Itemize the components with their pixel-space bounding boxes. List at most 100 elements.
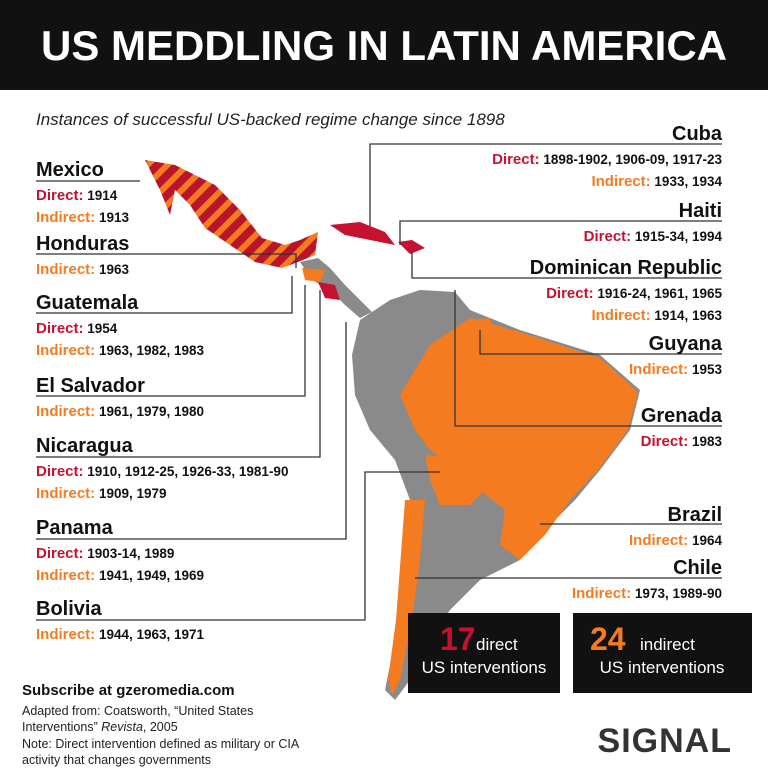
indirect-label: Indirect: (36, 567, 95, 584)
country-name: Haiti (679, 200, 722, 222)
indirect-years: 1961, 1979, 1980 (99, 404, 204, 419)
country-name: Dominican Republic (530, 257, 722, 279)
indirect-line: Indirect: 1933, 1934 (591, 173, 722, 190)
indirect-years: 1933, 1934 (654, 174, 722, 189)
direct-kind: direct (476, 635, 518, 654)
direct-label: Direct: (641, 433, 689, 450)
indirect-years: 1914, 1963 (654, 308, 722, 323)
subscribe: Subscribe at gzeromedia.com (22, 682, 235, 699)
direct-years: 1898-1902, 1906-09, 1917-23 (543, 152, 722, 167)
indirect-label: Indirect: (629, 532, 688, 549)
indirect-years: 1963, 1982, 1983 (99, 343, 205, 358)
subtitle: Instances of successful US-backed regime… (36, 110, 505, 129)
indirect-years: 1963 (99, 262, 130, 277)
indirect-box (573, 613, 752, 693)
indirect-years: 1944, 1963, 1971 (99, 627, 205, 642)
indirect-years: 1953 (692, 362, 723, 377)
indirect-line: Indirect: 1909, 1979 (36, 485, 167, 502)
indirect-label: Indirect: (36, 485, 95, 502)
source: Interventions” Revista, 2005 (22, 720, 178, 734)
indirect-line: Indirect: 1914, 1963 (591, 307, 722, 324)
direct-line: Direct: 1915-34, 1994 (584, 228, 723, 245)
indirect-line: Indirect: 1973, 1989-90 (572, 585, 722, 602)
direct-line: Direct: 1983 (641, 433, 723, 450)
direct-label: Direct: (36, 545, 84, 562)
country-name: Cuba (672, 123, 723, 145)
direct-line: Direct: 1914 (36, 187, 118, 204)
direct-years: 1903-14, 1989 (87, 546, 174, 561)
indirect-label: Indirect: (36, 342, 95, 359)
country-name: El Salvador (36, 375, 145, 397)
direct-text: US interventions (422, 658, 547, 677)
indirect-line: Indirect: 1944, 1963, 1971 (36, 626, 205, 643)
indirect-kind: indirect (640, 635, 695, 654)
country-name: Panama (36, 517, 114, 539)
indirect-label: Indirect: (36, 209, 95, 226)
chile (388, 500, 425, 695)
direct-line: Direct: 1916-24, 1961, 1965 (546, 285, 722, 302)
indirect-label: Indirect: (591, 173, 650, 190)
country-name: Bolivia (36, 598, 102, 620)
indirect-years: 1913 (99, 210, 130, 225)
direct-line: Direct: 1910, 1912-25, 1926-33, 1981-90 (36, 463, 288, 480)
map (145, 160, 640, 700)
direct-label: Direct: (36, 463, 84, 480)
country-name: Nicaragua (36, 435, 134, 457)
indirect-label: Indirect: (36, 403, 95, 420)
country-name: Grenada (641, 405, 723, 427)
nicaragua (318, 282, 340, 300)
indirect-line: Indirect: 1941, 1949, 1969 (36, 567, 204, 584)
indirect-line: Indirect: 1913 (36, 209, 129, 226)
direct-line: Direct: 1903-14, 1989 (36, 545, 174, 562)
brazil (400, 318, 638, 560)
indirect-line: Indirect: 1953 (629, 361, 722, 378)
direct-label: Direct: (36, 320, 84, 337)
country-name: Mexico (36, 159, 104, 181)
leader-lines (36, 143, 722, 621)
indirect-years: 1941, 1949, 1969 (99, 568, 204, 583)
country-name: Honduras (36, 233, 129, 255)
indirect-line: Indirect: 1964 (629, 532, 722, 549)
indirect-label: Indirect: (36, 261, 95, 278)
country-name: Guatemala (36, 292, 139, 314)
indirect-label: Indirect: (36, 626, 95, 643)
indirect-label: Indirect: (591, 307, 650, 324)
indirect-label: Indirect: (629, 361, 688, 378)
cuba (330, 222, 395, 245)
hispaniola (398, 240, 425, 254)
direct-label: Direct: (492, 151, 540, 168)
direct-label: Direct: (584, 228, 632, 245)
bolivia (425, 455, 485, 505)
direct-years: 1954 (87, 321, 118, 336)
title: US MEDDLING IN LATIN AMERICA (41, 22, 727, 69)
indirect-years: 1964 (692, 533, 723, 548)
honduras (302, 268, 325, 282)
direct-years: 1914 (87, 188, 118, 203)
source: Adapted from: Coatsworth, “United States (22, 704, 253, 718)
header-bar (0, 0, 768, 90)
indirect-line: Indirect: 1963, 1982, 1983 (36, 342, 205, 359)
country-name: Brazil (668, 504, 722, 526)
source-part: Interventions” (22, 720, 98, 734)
direct-label: Direct: (546, 285, 594, 302)
direct-years: 1983 (692, 434, 723, 449)
note: activity that changes governments (22, 753, 211, 767)
country-name: Chile (673, 557, 722, 579)
source-part: , 2005 (143, 720, 178, 734)
direct-years: 1916-24, 1961, 1965 (597, 286, 722, 301)
country-name: Guyana (649, 333, 723, 355)
indirect-line: Indirect: 1961, 1979, 1980 (36, 403, 204, 420)
direct-years: 1915-34, 1994 (635, 229, 723, 244)
direct-total: 17 (440, 621, 476, 657)
country-list: Mexico Direct: 1914 Indirect: 1913 Honduras… (36, 123, 723, 643)
direct-line: Direct: 1898-1902, 1906-09, 1917-23 (492, 151, 722, 168)
indirect-years: 1909, 1979 (99, 486, 167, 501)
direct-label: Direct: (36, 187, 84, 204)
indirect-line: Indirect: 1963 (36, 261, 129, 278)
guyana (468, 318, 495, 348)
note: Note: Direct intervention defined as mil… (22, 737, 300, 751)
mexico (145, 160, 318, 268)
indirect-text: US interventions (600, 658, 725, 677)
direct-years: 1910, 1912-25, 1926-33, 1981-90 (87, 464, 288, 479)
